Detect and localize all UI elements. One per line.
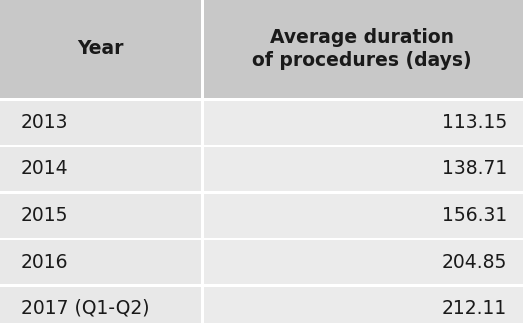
Text: 2014: 2014 bbox=[21, 160, 69, 179]
Text: 2015: 2015 bbox=[21, 206, 69, 225]
Text: Average duration
of procedures (days): Average duration of procedures (days) bbox=[253, 28, 472, 70]
Bar bbox=[0, 100, 201, 144]
Bar bbox=[0, 237, 523, 240]
Bar bbox=[0, 147, 201, 191]
Bar bbox=[0, 193, 201, 237]
Bar bbox=[0, 144, 523, 147]
Bar bbox=[0, 240, 201, 284]
Text: 204.85: 204.85 bbox=[442, 253, 507, 272]
Bar bbox=[0, 98, 523, 100]
Text: 2017 (Q1-Q2): 2017 (Q1-Q2) bbox=[21, 299, 150, 318]
Bar bbox=[0, 0, 523, 98]
Bar bbox=[0, 191, 523, 193]
Text: 212.11: 212.11 bbox=[442, 299, 507, 318]
Text: 2013: 2013 bbox=[21, 113, 69, 132]
Bar bbox=[201, 287, 523, 323]
Text: 156.31: 156.31 bbox=[442, 206, 507, 225]
Text: 113.15: 113.15 bbox=[442, 113, 507, 132]
Text: 138.71: 138.71 bbox=[442, 160, 507, 179]
Text: 2016: 2016 bbox=[21, 253, 69, 272]
Bar bbox=[0, 287, 201, 323]
Text: Year: Year bbox=[77, 39, 124, 58]
Bar bbox=[201, 240, 523, 284]
Bar bbox=[201, 193, 523, 237]
Bar bbox=[201, 0, 204, 323]
Bar bbox=[201, 147, 523, 191]
Bar bbox=[201, 100, 523, 144]
Bar bbox=[0, 284, 523, 287]
